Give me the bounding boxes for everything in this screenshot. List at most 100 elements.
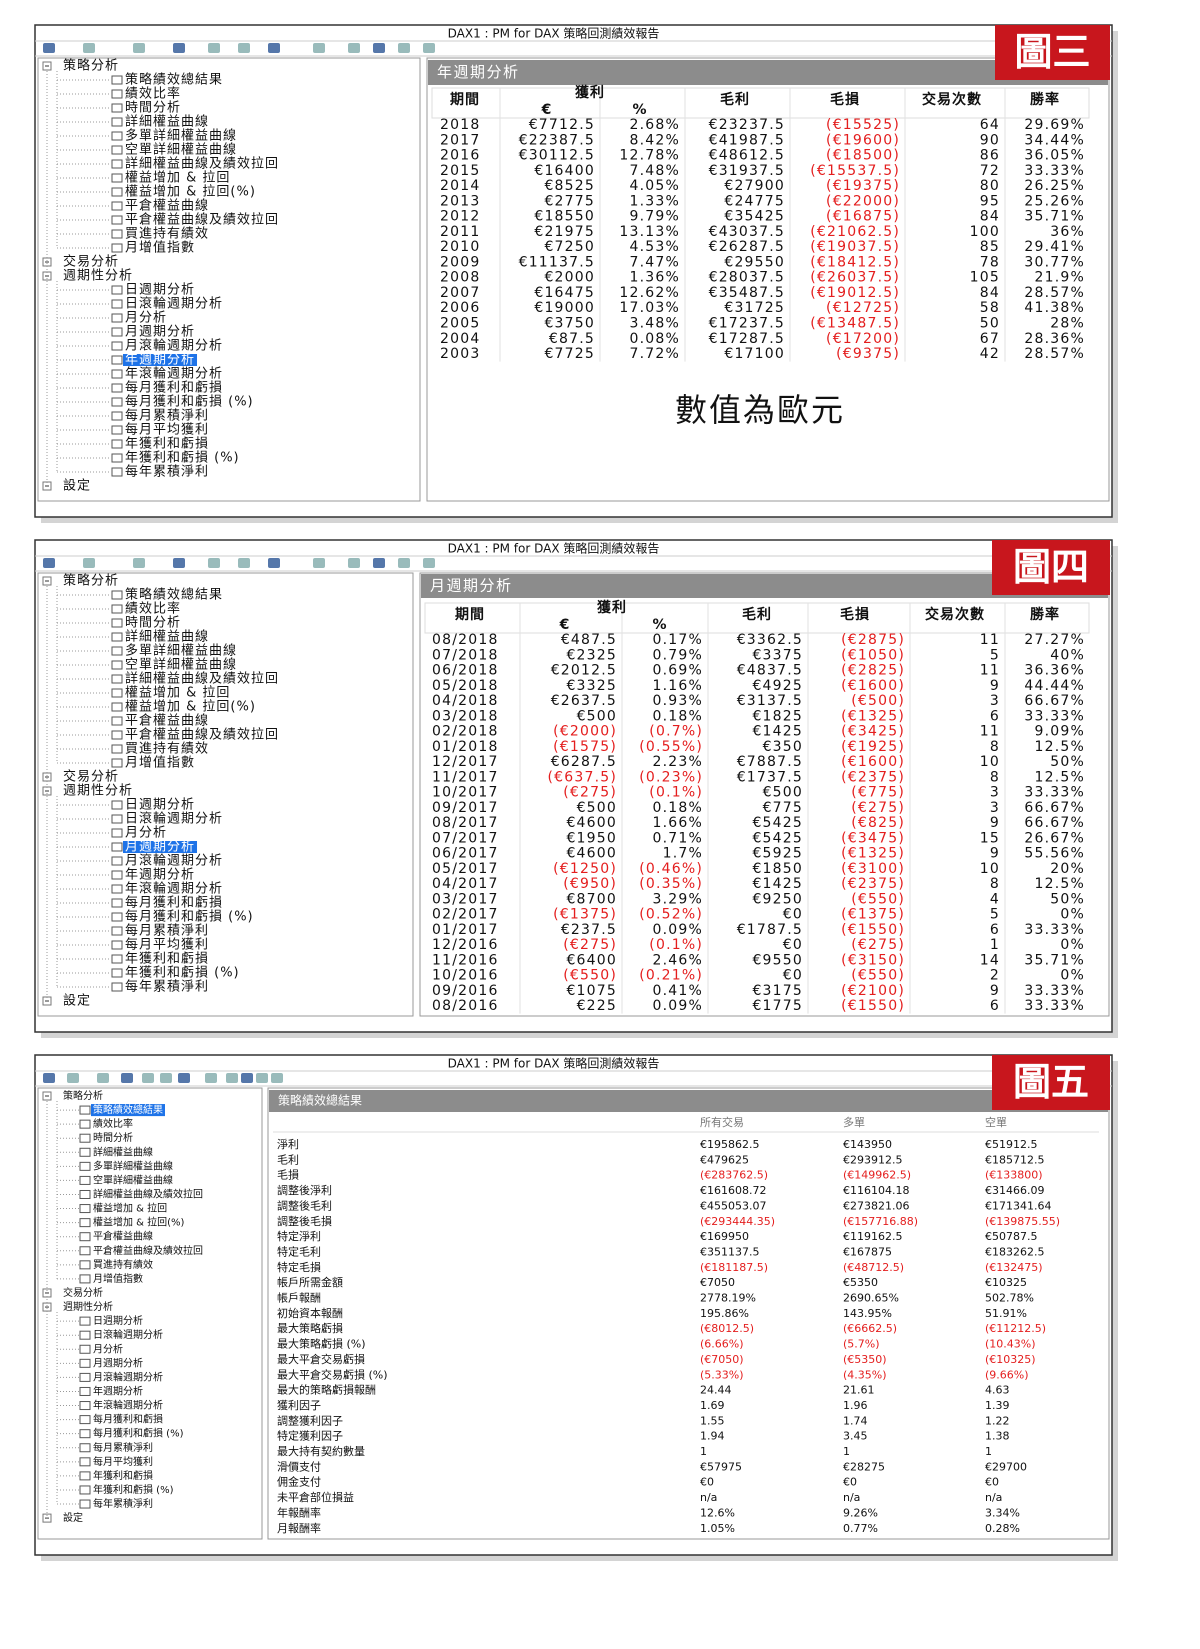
tree-item[interactable]: 月增值指數: [125, 755, 195, 771]
tree-item[interactable]: 月滾輪週期分析: [125, 338, 223, 354]
tree-item[interactable]: 年滾輪週期分析: [125, 366, 223, 382]
tree-item[interactable]: 年週期分析: [125, 868, 195, 883]
tree-item[interactable]: 買進持有績效: [125, 742, 209, 757]
tree-item[interactable]: 績效比率: [125, 86, 181, 102]
toolbar-button[interactable]: [348, 558, 360, 568]
tree-item[interactable]: 權益增加 & 拉回: [93, 1202, 167, 1215]
tree-item[interactable]: 每月累積淨利: [125, 408, 209, 424]
tree-group[interactable]: 設定: [63, 993, 91, 1009]
tree-item[interactable]: 月增值指數: [125, 240, 195, 256]
toolbar-button[interactable]: [83, 558, 95, 568]
tree-item[interactable]: 每月獲利和虧損 (%): [125, 394, 254, 410]
tree-item[interactable]: 年獲利和虧損 (%): [125, 450, 240, 466]
tree-item[interactable]: 策略績效總結果: [125, 587, 223, 603]
toolbar-button[interactable]: [173, 558, 185, 568]
toolbar-button[interactable]: [133, 43, 145, 53]
tree-item[interactable]: 詳細權益曲線及績效拉回: [93, 1187, 203, 1200]
toolbar-button[interactable]: [178, 1073, 190, 1083]
tree-item[interactable]: 平倉權益曲線: [125, 713, 209, 729]
tree-item[interactable]: 空單詳細權益曲線: [93, 1173, 173, 1186]
tree-item[interactable]: 月分析: [125, 311, 167, 326]
tree-item[interactable]: 時間分析: [93, 1131, 133, 1144]
tree-item[interactable]: 空單詳細權益曲線: [125, 657, 237, 673]
tree-item[interactable]: 年滾輪週期分析: [125, 881, 223, 897]
tree-item[interactable]: 績效比率: [93, 1117, 133, 1130]
tree-item[interactable]: 權益增加 & 拉回(%): [125, 185, 256, 200]
tree-group[interactable]: 交易分析: [63, 254, 119, 270]
tree-group[interactable]: 交易分析: [63, 769, 119, 785]
tree-item[interactable]: 每月獲利和虧損: [125, 895, 223, 911]
tree-item[interactable]: 績效比率: [125, 601, 181, 617]
toolbar-button[interactable]: [423, 558, 435, 568]
toolbar-button[interactable]: [238, 43, 250, 53]
toolbar-button[interactable]: [226, 1073, 238, 1083]
tree-group[interactable]: 策略分析: [63, 58, 119, 74]
toolbar-button[interactable]: [398, 43, 410, 53]
tree-item[interactable]: 每月獲利和虧損 (%): [125, 909, 254, 925]
tree-group[interactable]: 週期性分析: [63, 784, 133, 799]
toolbar-button[interactable]: [398, 558, 410, 568]
toolbar-button[interactable]: [208, 43, 220, 53]
tree-item[interactable]: 年獲利和虧損 (%): [93, 1483, 174, 1496]
tree-item[interactable]: 每月平均獲利: [93, 1455, 153, 1468]
toolbar-button[interactable]: [268, 558, 280, 568]
tree-item[interactable]: 日週期分析: [125, 283, 195, 298]
toolbar-button[interactable]: [121, 1073, 133, 1083]
tree-item[interactable]: 每月累積淨利: [93, 1441, 153, 1454]
tree-item[interactable]: 每年累積淨利: [125, 464, 209, 480]
tree-item[interactable]: 平倉權益曲線及績效拉回: [93, 1244, 203, 1257]
tree-item[interactable]: 月週期分析: [125, 325, 195, 340]
toolbar-button[interactable]: [160, 1073, 172, 1083]
tree-item[interactable]: 年獲利和虧損: [125, 436, 209, 452]
tree-item[interactable]: 年週期分析: [93, 1384, 143, 1397]
tree-item[interactable]: 每月獲利和虧損: [93, 1413, 163, 1426]
toolbar-button[interactable]: [373, 558, 385, 568]
toolbar-button[interactable]: [313, 558, 325, 568]
tree-item[interactable]: 詳細權益曲線: [93, 1145, 153, 1158]
tree-group[interactable]: 設定: [63, 478, 91, 494]
tree-item[interactable]: 策略績效總結果: [125, 72, 223, 88]
tree-group[interactable]: 策略分析: [63, 573, 119, 589]
tree-item[interactable]: 多單詳細權益曲線: [93, 1159, 173, 1172]
tree-item[interactable]: 買進持有績效: [93, 1258, 153, 1271]
tree-group[interactable]: 設定: [63, 1511, 83, 1524]
toolbar-button[interactable]: [268, 43, 280, 53]
tree-group[interactable]: 交易分析: [63, 1286, 103, 1299]
tree-item[interactable]: 策略績效總結果: [93, 1103, 163, 1116]
tree-item[interactable]: 買進持有績效: [125, 227, 209, 242]
tree-item[interactable]: 日滾輪週期分析: [125, 811, 223, 827]
toolbar-button[interactable]: [205, 1073, 217, 1083]
tree-item[interactable]: 多單詳細權益曲線: [125, 643, 237, 659]
tree-group[interactable]: 策略分析: [63, 1089, 103, 1102]
tree-item[interactable]: 平倉權益曲線及績效拉回: [125, 727, 279, 743]
tree-item[interactable]: 每月獲利和虧損 (%): [93, 1427, 184, 1440]
tree-item[interactable]: 平倉權益曲線及績效拉回: [125, 212, 279, 228]
tree-item[interactable]: 每月平均獲利: [125, 422, 209, 438]
tree-item[interactable]: 年週期分析: [125, 353, 195, 368]
tree-item[interactable]: 日滾輪週期分析: [125, 296, 223, 312]
tree-item[interactable]: 月增值指數: [93, 1272, 143, 1285]
tree-item[interactable]: 權益增加 & 拉回: [125, 171, 230, 186]
tree-item[interactable]: 每年累積淨利: [125, 979, 209, 995]
tree-item[interactable]: 月分析: [125, 826, 167, 841]
toolbar-button[interactable]: [173, 43, 185, 53]
tree-item[interactable]: 詳細權益曲線: [125, 629, 209, 645]
toolbar-button[interactable]: [97, 1073, 109, 1083]
tree-item[interactable]: 詳細權益曲線: [125, 114, 209, 130]
tree-item[interactable]: 年獲利和虧損: [125, 951, 209, 967]
toolbar-button[interactable]: [133, 558, 145, 568]
tree-item[interactable]: 月分析: [93, 1342, 123, 1355]
tree-item[interactable]: 日週期分析: [93, 1314, 143, 1327]
toolbar-button[interactable]: [43, 43, 55, 53]
tree-item[interactable]: 平倉權益曲線: [125, 198, 209, 214]
tree-item[interactable]: 詳細權益曲線及績效拉回: [125, 156, 279, 172]
tree-item[interactable]: 月週期分析: [93, 1356, 143, 1369]
tree-item[interactable]: 年獲利和虧損: [93, 1469, 153, 1482]
toolbar-button[interactable]: [423, 43, 435, 53]
tree-item[interactable]: 年滾輪週期分析: [93, 1399, 163, 1412]
tree-item[interactable]: 每月平均獲利: [125, 937, 209, 953]
tree-item[interactable]: 權益增加 & 拉回(%): [93, 1216, 185, 1229]
tree-item[interactable]: 空單詳細權益曲線: [125, 142, 237, 158]
tree-item[interactable]: 每年累積淨利: [93, 1497, 153, 1510]
toolbar-button[interactable]: [348, 43, 360, 53]
